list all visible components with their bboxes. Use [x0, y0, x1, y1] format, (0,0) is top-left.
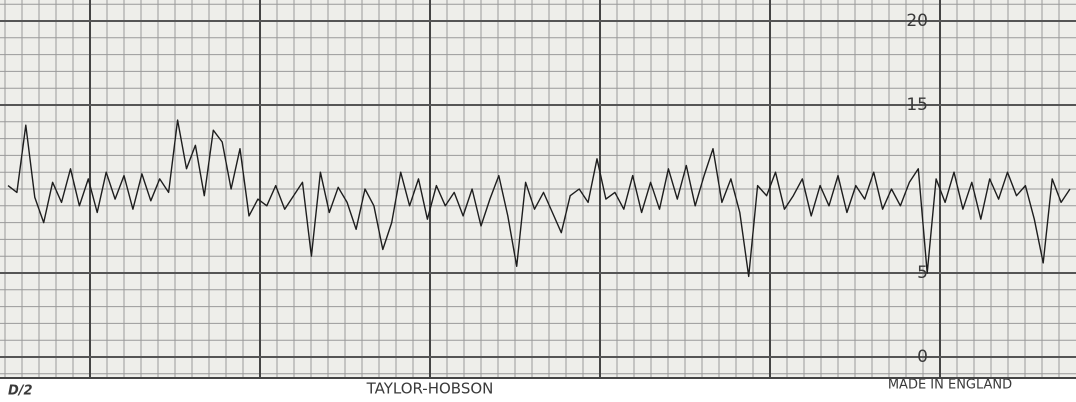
y-tick-label: 0 [917, 347, 928, 367]
origin-note: MADE IN ENGLAND [888, 378, 1012, 393]
y-tick-label: 15 [906, 95, 928, 115]
maker-name: TAYLOR-HOBSON [366, 380, 494, 398]
chart: D/2 TAYLOR-HOBSON MADE IN ENGLAND 051520 [0, 0, 1076, 402]
y-tick-label: 20 [906, 11, 928, 31]
sheet-code: D/2 [8, 384, 33, 399]
